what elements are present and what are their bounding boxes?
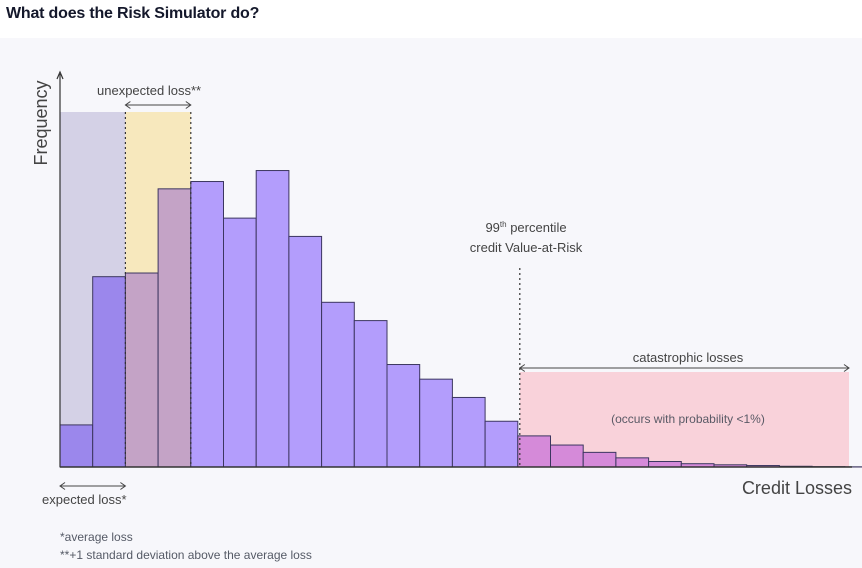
catastrophic-arrow	[518, 364, 850, 372]
expected-loss-arrow	[59, 482, 127, 490]
page-title: What does the Risk Simulator do?	[6, 5, 260, 22]
histogram-bar-2	[92, 276, 126, 468]
histogram-bar-15	[517, 435, 551, 468]
unexpected-loss-arrow-head-left	[124, 101, 131, 109]
histogram-bar-18	[615, 457, 650, 468]
catastrophic-arrow-head-right	[843, 364, 850, 372]
histogram-bar-8	[288, 235, 323, 468]
catastrophic-label: catastrophic losses	[633, 350, 744, 365]
histogram-bar-16	[550, 444, 584, 468]
expected-loss-arrow-head-right	[120, 482, 127, 490]
histogram-bar-10	[353, 320, 388, 468]
histogram-bar-14	[484, 420, 519, 468]
histogram-bar-1	[59, 424, 94, 468]
catastrophic-note: (occurs with probability <1%)	[611, 412, 765, 426]
var-label-line1: 99th percentile	[485, 220, 566, 235]
annotations-layer: unexpected loss** expected loss* 99th perc…	[42, 83, 850, 507]
catastrophic-arrow-head-left	[518, 364, 526, 372]
histogram-bar-13	[451, 396, 486, 468]
histogram-bar-19	[648, 461, 682, 468]
histogram-bar-11	[386, 364, 421, 468]
var-label-line2: credit Value-at-Risk	[470, 240, 583, 255]
unexpected-loss-arrow	[124, 101, 192, 109]
histogram-bar-17	[582, 451, 617, 468]
axes-layer: Frequency Credit Losses	[31, 70, 852, 498]
footnote-average-loss: *average loss	[60, 530, 133, 544]
histogram-bar-7	[255, 170, 290, 468]
histogram-bar-5	[190, 181, 225, 468]
y-axis-label: Frequency	[31, 80, 51, 165]
histogram-bar-9	[321, 301, 355, 468]
histogram-bar-4	[157, 188, 192, 468]
histogram-bar-3	[124, 272, 159, 468]
y-axis-arrowhead	[56, 70, 64, 80]
x-axis-label: Credit Losses	[742, 478, 852, 498]
unexpected-loss-arrow-head-right	[185, 101, 192, 109]
var-label-percentile-word: percentile	[507, 220, 567, 235]
bars-layer	[59, 170, 862, 468]
expected-loss-label: expected loss*	[42, 492, 127, 507]
expected-loss-arrow-head-left	[59, 482, 66, 490]
histogram-bar-6	[223, 217, 257, 468]
unexpected-loss-label: unexpected loss**	[97, 83, 201, 98]
var-label-superscript: th	[500, 220, 507, 229]
var-label-percentile-number: 99	[485, 220, 499, 235]
footnote-standard-deviation: **+1 standard deviation above the averag…	[60, 548, 312, 562]
histogram-bar-12	[419, 378, 453, 468]
